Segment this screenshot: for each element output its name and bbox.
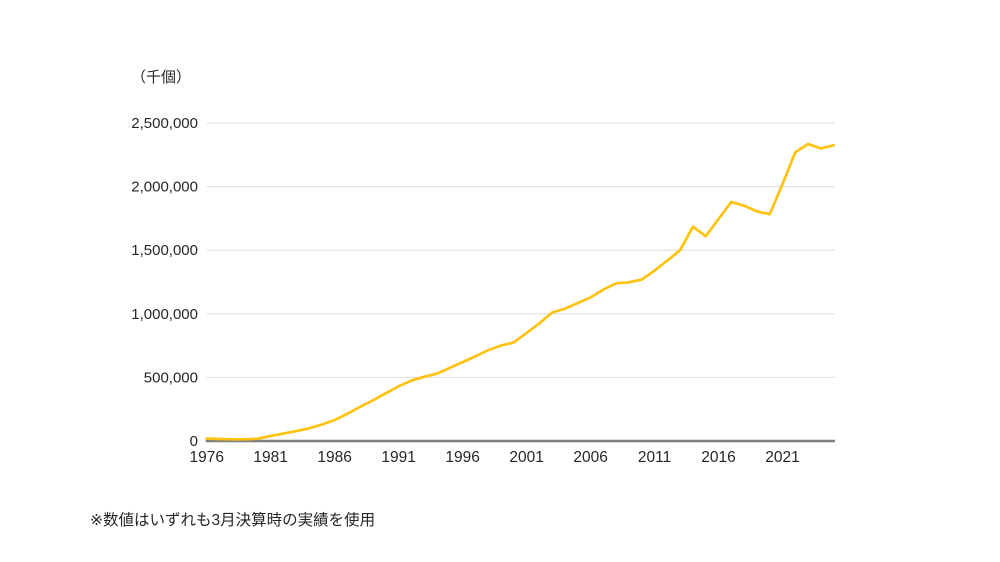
x-tick-label: 1986 xyxy=(317,449,351,466)
y-tick-label: 500,000 xyxy=(144,369,198,386)
x-tick-label: 2016 xyxy=(701,449,735,466)
y-tick-label: 0 xyxy=(190,433,198,450)
x-tick-label: 1976 xyxy=(189,449,223,466)
x-tick-label: 2021 xyxy=(765,449,799,466)
x-tick-label: 1991 xyxy=(381,449,415,466)
x-axis-labels: 1976 1981 1986 1991 1996 2001 2006 2011 2016 2021 xyxy=(189,449,799,466)
gridlines xyxy=(206,122,835,378)
x-tick-label: 2011 xyxy=(638,449,671,466)
data-line xyxy=(205,142,836,441)
x-tick-label: 2006 xyxy=(573,449,607,466)
x-tick-label: 1996 xyxy=(445,449,479,466)
x-tick-label: 1981 xyxy=(253,449,287,466)
y-axis-labels: 0 500,000 1,000,000 1,500,000 2,000,000 2,500… xyxy=(131,115,198,450)
y-tick-label: 1,500,000 xyxy=(131,242,198,259)
x-tick-label: 2001 xyxy=(509,449,543,466)
y-tick-label: 2,500,000 xyxy=(131,115,198,132)
y-tick-label: 1,000,000 xyxy=(131,306,198,323)
y-tick-label: 2,000,000 xyxy=(131,179,198,196)
y-axis-unit-label: （千個） xyxy=(131,69,191,86)
footnote: ※数値はいずれも3月決算時の実績を使用 xyxy=(90,510,375,529)
